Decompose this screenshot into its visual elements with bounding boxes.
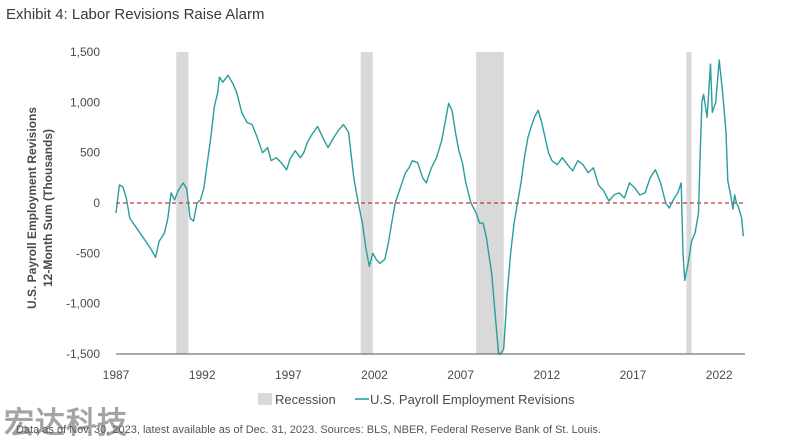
- y-tick-label: 500: [80, 146, 100, 160]
- y-tick-label: -1,500: [66, 347, 100, 361]
- y-tick-label: -1,000: [66, 297, 100, 311]
- chart-title: Exhibit 4: Labor Revisions Raise Alarm: [6, 6, 265, 23]
- y-axis-ticks: 1,500 1,000 500 0 -500 -1,000 -1,500: [66, 45, 100, 361]
- x-tick-label: 1992: [189, 368, 216, 382]
- legend-label-series: U.S. Payroll Employment Revisions: [370, 392, 575, 407]
- y-tick-label: 1,500: [70, 45, 100, 59]
- x-tick-label: 2017: [620, 368, 647, 382]
- recession-band-1: [360, 52, 373, 354]
- y-tick-label: 1,000: [70, 95, 100, 109]
- series-line-payroll-revisions: [115, 59, 744, 355]
- watermark: 宏达科技: [4, 406, 128, 441]
- y-tick-label: 0: [93, 196, 100, 210]
- y-axis-label: U.S. Payroll Employment Revisions 12-Mont…: [25, 107, 55, 309]
- y-tick-label: -500: [76, 246, 100, 260]
- legend: Recession U.S. Payroll Employment Revisio…: [258, 392, 575, 407]
- x-axis-ticks: 1987 1992 1997 2002 2007 2012 2017 2022: [103, 368, 733, 382]
- x-tick-label: 1987: [103, 368, 130, 382]
- y-axis-label-line: 12-Month Sum (Thousands): [41, 129, 55, 287]
- legend-label-recession: Recession: [275, 392, 336, 407]
- x-tick-label: 2012: [533, 368, 560, 382]
- x-tick-label: 1997: [275, 368, 302, 382]
- recession-band-3: [686, 52, 692, 354]
- x-tick-label: 2002: [361, 368, 388, 382]
- y-axis-label-line: U.S. Payroll Employment Revisions: [25, 107, 39, 309]
- x-tick-label: 2007: [447, 368, 474, 382]
- x-tick-label: 2022: [706, 368, 733, 382]
- source-note: Data as of Nov. 30, 2023, latest availab…: [16, 424, 601, 436]
- legend-swatch-recession: [258, 393, 272, 405]
